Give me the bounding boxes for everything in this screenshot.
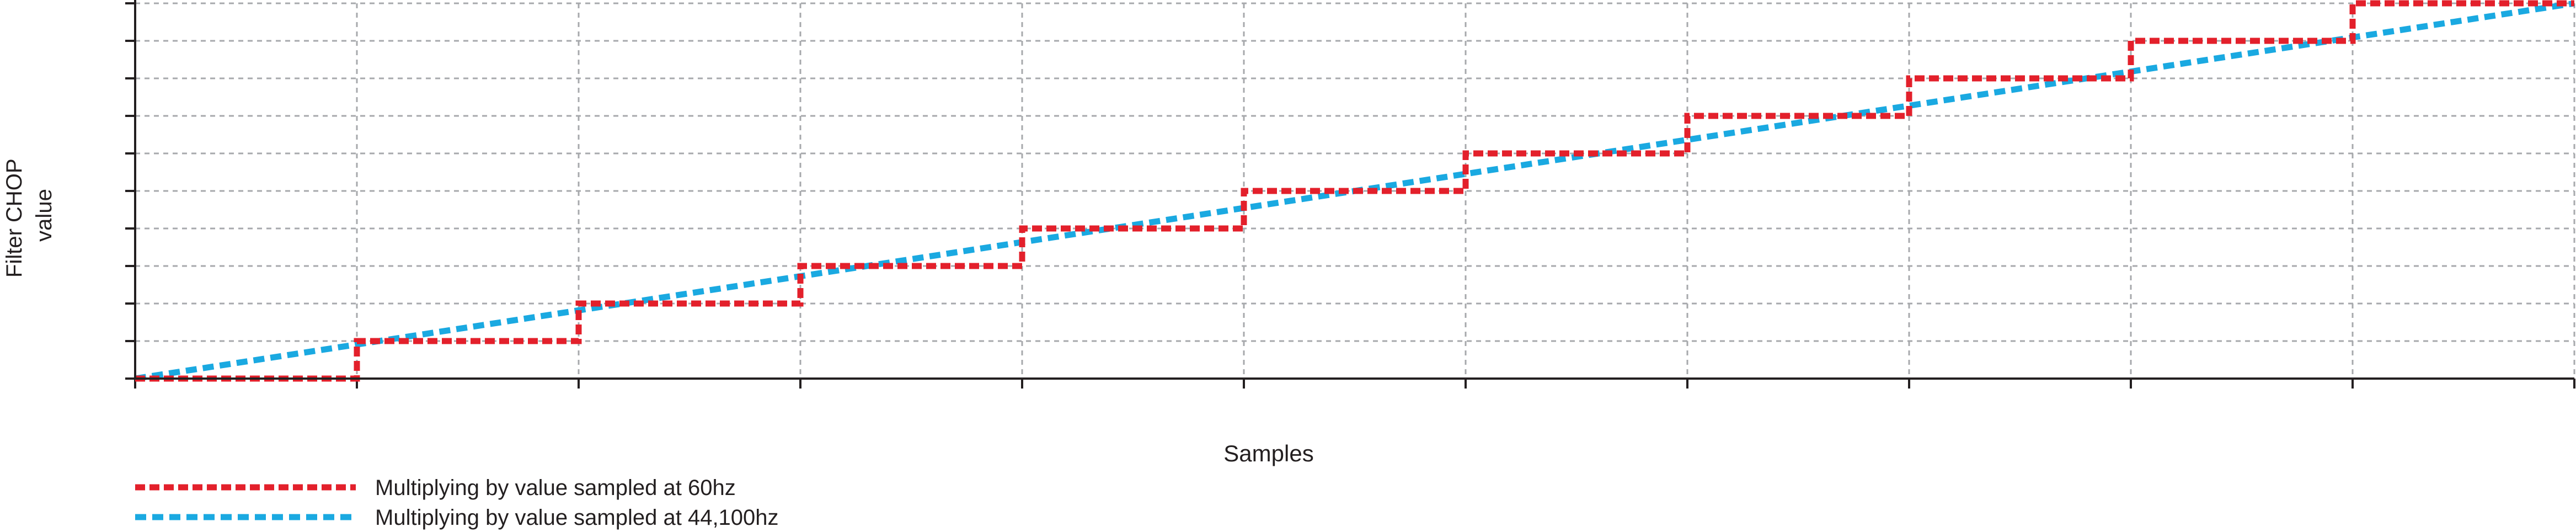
legend-item-60hz-label: Multiplying by value sampled at 60hz — [375, 476, 736, 500]
legend-item-44100hz-label: Multiplying by value sampled at 44,100hz — [375, 506, 779, 530]
y-axis-label-line-1: Filter CHOP — [2, 159, 26, 278]
legend: Multiplying by value sampled at 60hz Mult… — [135, 476, 779, 530]
series-layer — [135, 0, 2575, 382]
series-line-60hz — [135, 0, 2574, 382]
y-axis-label-line-2: value — [32, 189, 56, 242]
y-axis-label: Filter CHOP value — [2, 153, 56, 278]
grid — [135, 2, 2575, 379]
x-axis-label: Samples — [1223, 440, 1313, 466]
axes — [134, 0, 2574, 380]
axis-ticks — [125, 2, 2575, 389]
